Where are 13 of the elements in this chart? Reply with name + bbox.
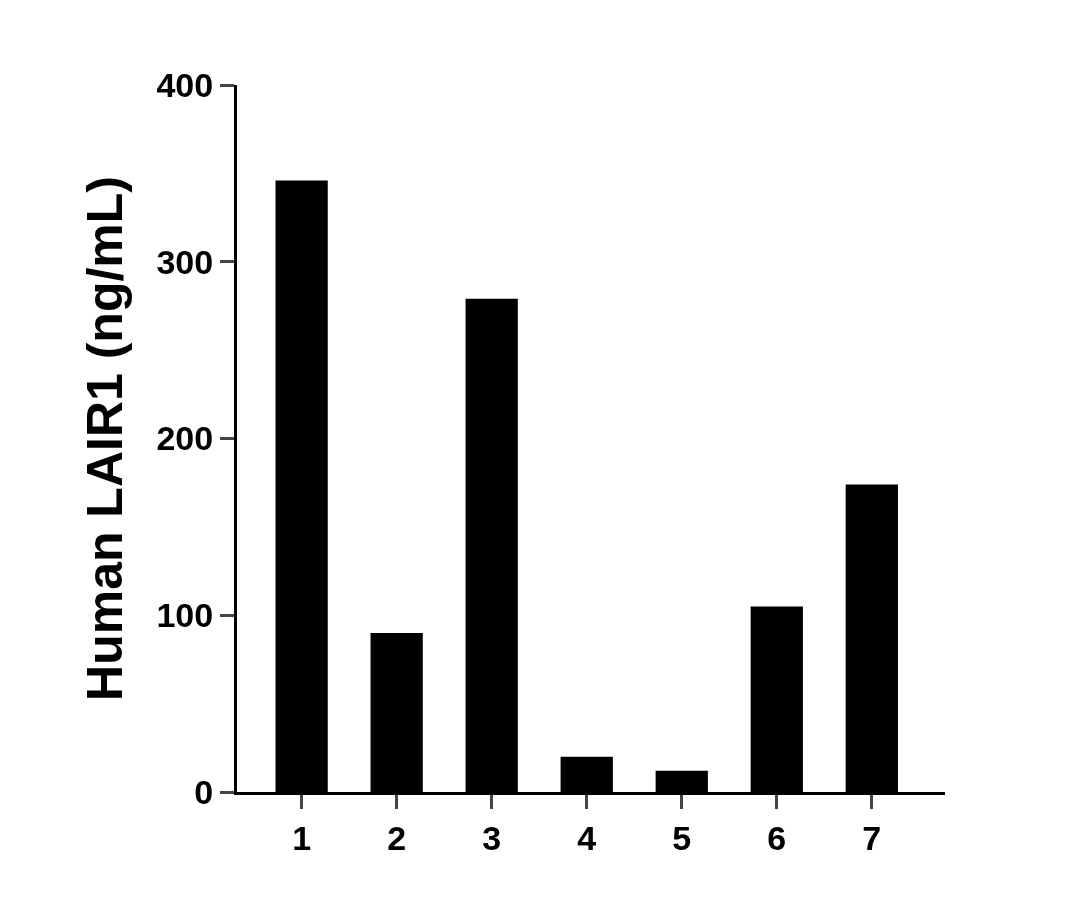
x-tick-label: 4: [577, 818, 597, 857]
x-tick-label: 5: [672, 818, 692, 857]
y-tick-label: 300: [156, 242, 214, 281]
x-tick-label: 1: [292, 818, 312, 857]
x-tick-label: 6: [767, 818, 787, 857]
y-tick-label: 200: [156, 419, 214, 458]
y-axis-title: Human LAIR1 (ng/mL): [77, 176, 134, 701]
y-tick-label: 100: [156, 596, 214, 635]
y-tick-label: 400: [156, 65, 214, 104]
x-tick-label: 7: [862, 818, 882, 857]
x-tick-label: 2: [387, 818, 407, 857]
x-tick-label: 3: [482, 818, 502, 857]
y-tick-label: 0: [194, 772, 214, 811]
